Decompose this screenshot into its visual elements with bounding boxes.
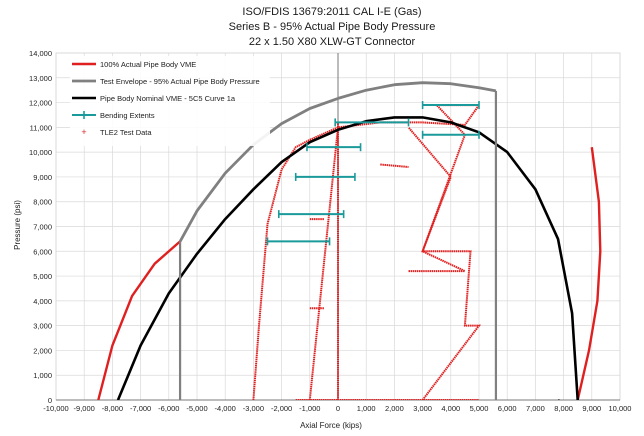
x-tick-label: -3,000 — [243, 404, 264, 413]
x-tick-label: 8,000 — [554, 404, 573, 413]
y-tick-label: 5,000 — [33, 272, 52, 281]
x-tick-label: 3,000 — [413, 404, 432, 413]
x-axis-label: Axial Force (kips) — [300, 421, 362, 430]
y-tick-label: 8,000 — [33, 198, 52, 207]
x-tick-label: 4,000 — [441, 404, 460, 413]
series-vme-actual-right — [576, 147, 602, 400]
y-tick-label: 1,000 — [33, 371, 52, 380]
y-tick-label: 0 — [48, 396, 52, 405]
y-tick-label: 3,000 — [33, 322, 52, 331]
series-test-envelope — [178, 81, 497, 243]
legend: 100% Actual Pipe Body VME Test Envelope -… — [70, 56, 270, 146]
x-tick-label: -6,000 — [158, 404, 179, 413]
test-data-trace — [308, 127, 339, 400]
y-tick-label: 4,000 — [33, 297, 52, 306]
x-tick-label: 6,000 — [498, 404, 517, 413]
x-tick-label: 5,000 — [470, 404, 489, 413]
legend-label: Bending Extents — [100, 111, 155, 120]
x-tick-label: -5,000 — [186, 404, 207, 413]
series-layer — [97, 81, 602, 400]
y-tick-label: 7,000 — [33, 223, 52, 232]
x-tick-label: -2,000 — [271, 404, 292, 413]
legend-label: Test Envelope - 95% Actual Pipe Body Pre… — [100, 77, 260, 86]
x-tick-label: 1,000 — [357, 404, 376, 413]
y-tick-label: 13,000 — [29, 74, 52, 83]
x-tick-label: 9,000 — [582, 404, 601, 413]
x-tick-label: 2,000 — [385, 404, 404, 413]
series-vme-actual-left — [97, 240, 181, 400]
x-tick-label: 0 — [336, 404, 340, 413]
chart-title-line-1: ISO/FDIS 13679:2011 CAL I-E (Gas) — [242, 6, 421, 18]
test-data-trace — [421, 104, 482, 400]
x-tick-label: -8,000 — [102, 404, 123, 413]
x-tick-label: -10,000 — [43, 404, 68, 413]
x-tick-label: -4,000 — [215, 404, 236, 413]
x-tick-label: 10,000 — [609, 404, 632, 413]
y-tick-label: 6,000 — [33, 247, 52, 256]
test-data-trace — [380, 163, 409, 168]
x-tick-label: -1,000 — [299, 404, 320, 413]
y-tick-label: 14,000 — [29, 49, 52, 58]
legend-background — [70, 56, 270, 146]
chart-title: ISO/FDIS 13679:2011 CAL I-E (Gas) Series… — [229, 6, 436, 48]
y-tick-label: 12,000 — [29, 99, 52, 108]
y-tick-label: 11,000 — [30, 123, 52, 132]
test-data-trace — [252, 104, 480, 400]
y-tick-label: 9,000 — [33, 173, 52, 182]
chart-title-line-3: 22 x 1.50 X80 XLW-GT Connector — [249, 36, 416, 48]
legend-label: Pipe Body Nominal VME - 5C5 Curve 1a — [100, 94, 236, 103]
y-tick-label: 2,000 — [33, 346, 52, 355]
y-tick-label: 10,000 — [29, 148, 52, 157]
x-tick-label: 7,000 — [526, 404, 545, 413]
series-nominal-vme — [116, 116, 579, 400]
x-tick-label: -7,000 — [130, 404, 151, 413]
y-axis-label: Pressure (psi) — [13, 200, 22, 250]
legend-label: TLE2 Test Data — [100, 128, 152, 137]
legend-label: 100% Actual Pipe Body VME — [100, 60, 196, 69]
x-tick-label: -9,000 — [74, 404, 95, 413]
legend-swatch: + — [81, 127, 86, 137]
chart-title-line-2: Series B - 95% Actual Pipe Body Pressure — [229, 21, 436, 33]
